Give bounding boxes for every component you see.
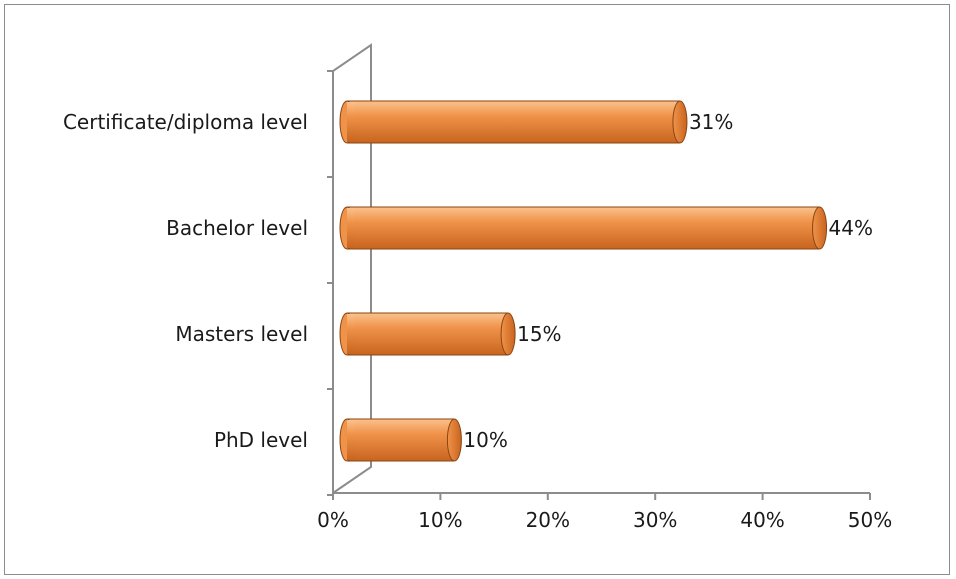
labels: 0% 10% 20% 30% 40% 50% Certificate/diploma lev…	[63, 110, 892, 532]
bar-end-cap	[812, 206, 828, 250]
x-tick-label: 40%	[740, 508, 784, 532]
x-tick-label: 50%	[848, 508, 892, 532]
bar-start-fill	[347, 314, 355, 354]
bar-body	[347, 313, 509, 355]
x-tick-label: 10%	[418, 508, 462, 532]
category-label: Masters level	[175, 322, 308, 346]
bar-end-cap	[446, 418, 462, 462]
bar-start-fill	[347, 420, 355, 460]
category-label: Certificate/diploma level	[63, 110, 308, 134]
x-tick-label: 30%	[633, 508, 677, 532]
category-label: PhD level	[214, 428, 308, 452]
bar-body	[347, 419, 455, 461]
bar-end-cap	[500, 312, 516, 356]
x-tick-label: 20%	[526, 508, 570, 532]
data-label: 15%	[517, 322, 561, 346]
bar-body	[347, 101, 680, 143]
bar-start-fill	[347, 102, 355, 142]
bar-body	[347, 207, 820, 249]
bar	[339, 418, 462, 462]
data-label: 31%	[689, 110, 733, 134]
category-label: Bachelor level	[166, 216, 308, 240]
bar	[339, 312, 516, 356]
data-label: 44%	[829, 216, 873, 240]
data-label: 10%	[463, 428, 507, 452]
bar	[339, 100, 688, 144]
bar	[339, 206, 828, 250]
axes	[327, 43, 871, 500]
side-wall	[332, 43, 372, 494]
bar-start-fill	[347, 208, 355, 248]
chart-frame	[4, 4, 950, 575]
bar-end-cap	[672, 100, 688, 144]
x-tick-label: 0%	[317, 508, 349, 532]
bars	[339, 100, 828, 462]
